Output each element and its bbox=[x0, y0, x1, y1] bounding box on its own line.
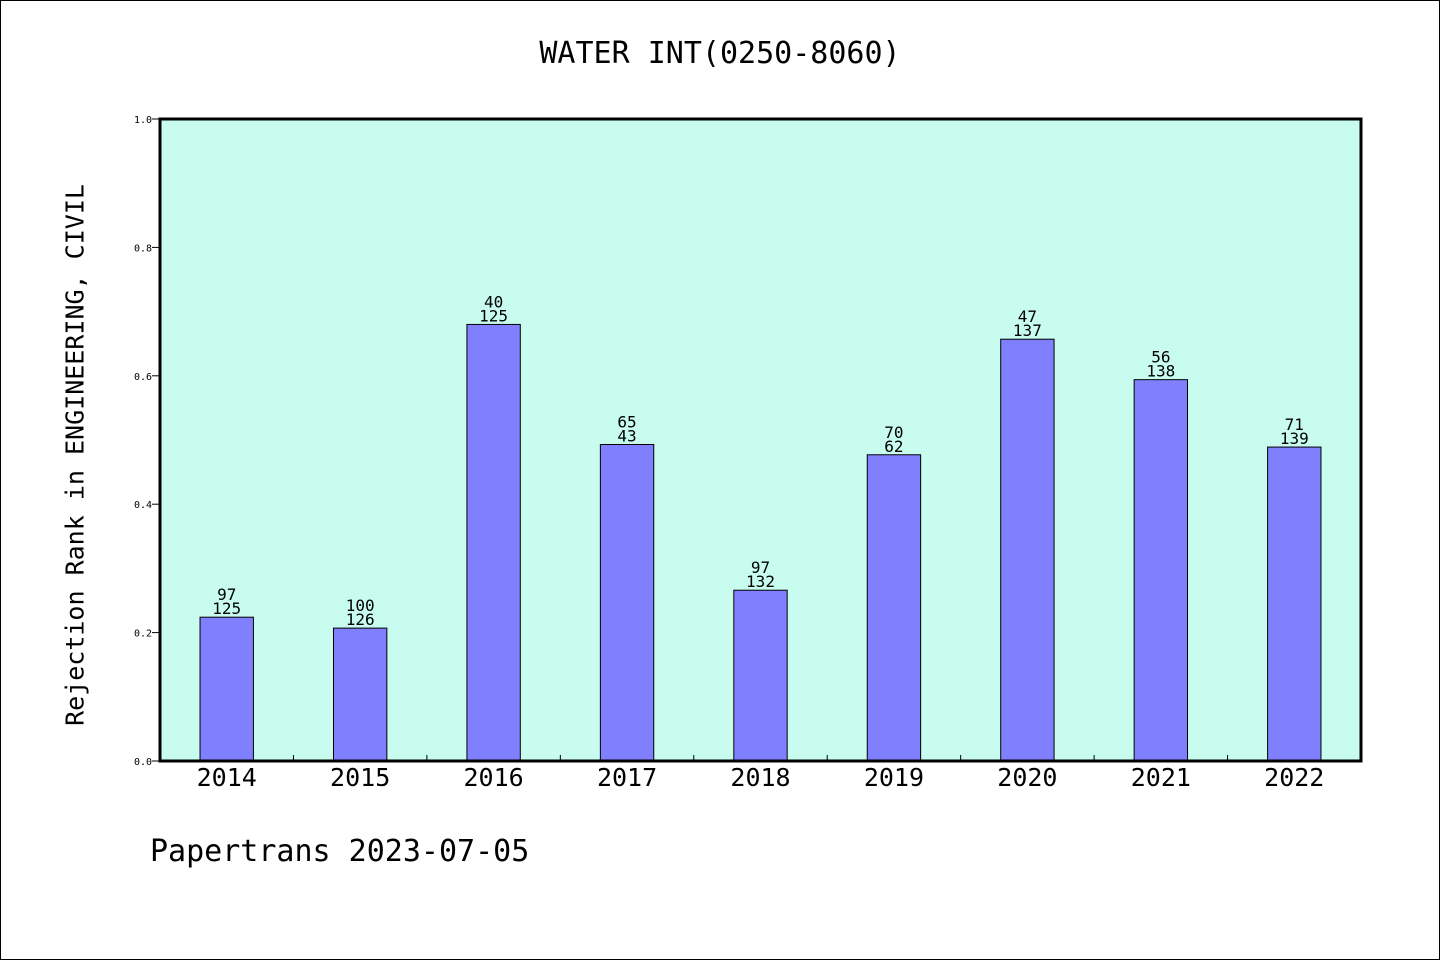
x-tick-label: 2022 bbox=[1264, 763, 1324, 792]
bar-label-top: 47 bbox=[1018, 307, 1037, 326]
bar-label-top: 97 bbox=[217, 585, 236, 604]
y-tick-label: 0.0 bbox=[134, 757, 152, 768]
bar-label-bottom: 125 bbox=[212, 599, 241, 618]
bar-label-bottom: 43 bbox=[617, 426, 636, 445]
bar bbox=[332, 627, 388, 762]
bar-label-top: 100 bbox=[346, 596, 375, 615]
y-tick-label: 1.0 bbox=[134, 115, 152, 126]
bar-label-top: 65 bbox=[617, 412, 636, 431]
bar-label-top: 70 bbox=[884, 423, 903, 442]
footer-note: Papertrans 2023-07-05 bbox=[150, 834, 530, 869]
bar-label-top: 71 bbox=[1285, 415, 1304, 434]
bar bbox=[733, 589, 788, 762]
x-tick-label: 2020 bbox=[997, 763, 1057, 792]
x-tick-label: 2021 bbox=[1131, 763, 1191, 792]
x-tick-label: 2017 bbox=[597, 763, 657, 792]
bar-label-bottom: 125 bbox=[479, 306, 508, 325]
bar bbox=[599, 443, 655, 762]
x-tick-label: 2015 bbox=[330, 763, 390, 792]
bars bbox=[199, 323, 1322, 762]
bar-label-bottom: 126 bbox=[346, 610, 375, 629]
bar-label-bottom: 132 bbox=[746, 572, 775, 591]
x-axis-ticks: 2014 2015 2016 2017 2018 2019 2020 2021 2022 bbox=[197, 755, 1324, 792]
x-tick-label: 2016 bbox=[464, 763, 524, 792]
y-tick-label: 0.8 bbox=[134, 243, 152, 254]
y-tick-label: 0.4 bbox=[134, 500, 152, 511]
x-tick-label: 2019 bbox=[864, 763, 924, 792]
plot-border bbox=[158, 117, 1363, 763]
bar-label-bottom: 138 bbox=[1146, 362, 1175, 381]
bar bbox=[1133, 379, 1189, 762]
y-tick-label: 0.6 bbox=[134, 372, 152, 383]
bar-label-bottom: 62 bbox=[884, 437, 903, 456]
y-axis-ticks: 0.0 0.2 0.4 0.6 0.8 1.0 bbox=[134, 115, 160, 768]
bar bbox=[466, 323, 521, 762]
y-tick-label: 0.2 bbox=[134, 629, 152, 640]
x-tick-label: 2014 bbox=[197, 763, 257, 792]
bar bbox=[866, 454, 922, 762]
chart-title: WATER INT(0250-8060) bbox=[539, 36, 901, 71]
bar bbox=[199, 616, 254, 762]
x-tick-label: 2018 bbox=[730, 763, 790, 792]
bar-label-top: 97 bbox=[751, 558, 770, 577]
bar-label-bottom: 137 bbox=[1013, 321, 1042, 340]
bar bbox=[1000, 338, 1055, 762]
bar bbox=[1267, 446, 1322, 762]
bar-label-top: 40 bbox=[484, 292, 503, 311]
bar-label-bottom: 139 bbox=[1280, 429, 1309, 448]
bar-label-top: 56 bbox=[1151, 348, 1170, 367]
